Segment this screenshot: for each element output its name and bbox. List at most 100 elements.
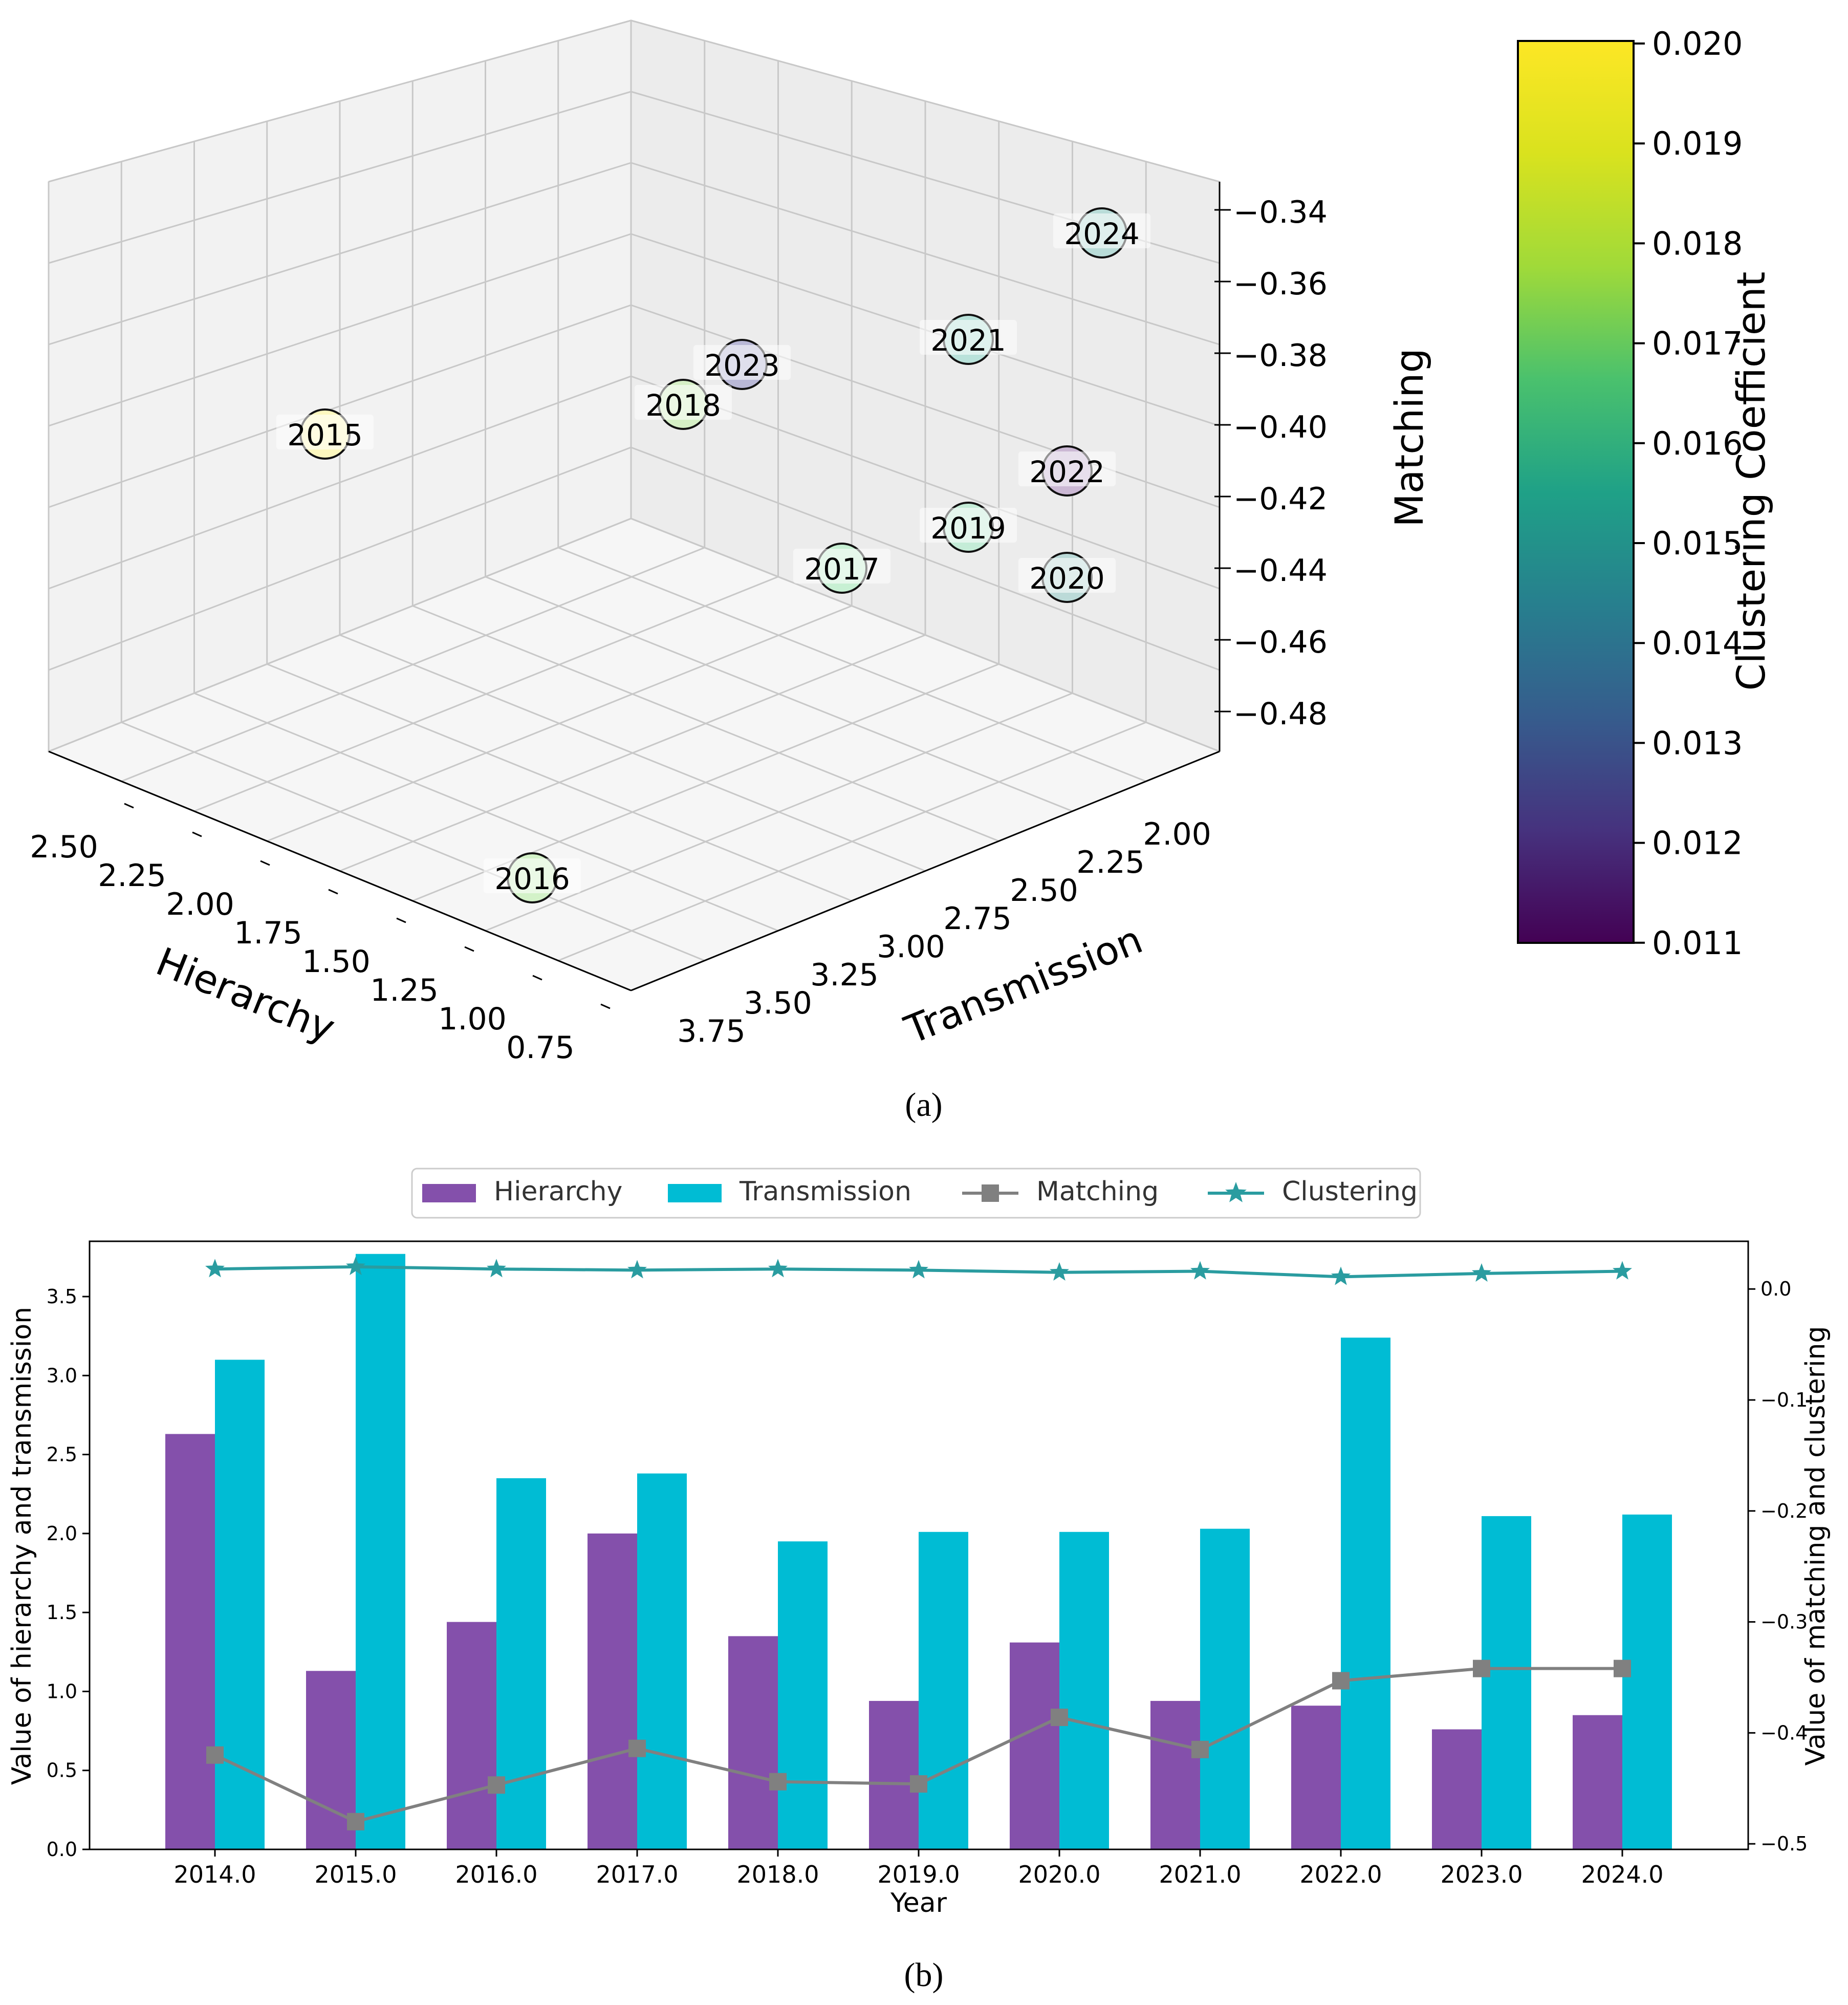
marker-matching [769,1773,787,1791]
right-wall-gridline [631,304,1220,508]
point-label: 2023 [704,348,780,383]
hierarchy-tick-label: 0.75 [506,1030,575,1066]
right-wall-gridline [631,518,1220,752]
matching-tick-label: −0.46 [1233,624,1328,660]
marker-clustering [1613,1261,1632,1280]
bar-hierarchy [1010,1642,1059,1849]
right-wall-gridline [631,446,1220,671]
point-label-box [276,415,374,449]
point-label: 2018 [645,388,721,423]
bar-hierarchy [588,1533,637,1849]
bar-transmission [919,1532,968,1849]
point-label-box [1018,451,1116,486]
panel-b-caption: (b) [904,1956,944,1994]
marker-clustering [1190,1261,1210,1280]
matching-tick-label: −0.44 [1233,553,1328,589]
x-tick-label: 2023.0 [1441,1861,1523,1888]
legend-frame [411,1168,1421,1219]
x-tick-label: 2019.0 [878,1861,960,1888]
hierarchy-ticks: 2.502.252.001.751.501.251.000.75 [30,803,611,1066]
point-label-box [1018,558,1116,593]
floor-gridline [121,721,705,962]
hierarchy-tick-label: 1.25 [370,973,439,1008]
marker-matching [1051,1709,1068,1727]
marker-matching [628,1739,646,1757]
legend-swatch-hierarchy [422,1184,476,1202]
left-tick-label: 3.0 [47,1364,77,1387]
hierarchy-tick-mark [396,917,406,923]
point-label: 2015 [287,418,363,452]
hierarchy-tick-label: 2.25 [98,858,166,894]
marker-matching [206,1746,224,1764]
bar-hierarchy [1150,1700,1200,1849]
right-tick-label: −0.4 [1760,1721,1808,1744]
point-label-box [693,345,791,380]
point-label-box [1053,213,1150,248]
marker-clustering [487,1259,506,1278]
bar-hierarchy [165,1434,215,1849]
hierarchy-tick-mark [260,860,270,866]
bar-transmission [356,1254,405,1849]
bar-transmission [637,1473,687,1849]
left-tick-label: 0.0 [47,1838,77,1861]
colorbar-label: Clustering Coefficient [1728,272,1774,691]
hierarchy-tick-mark [600,1003,611,1009]
hierarchy-tick-label: 1.00 [438,1001,507,1037]
legend-label-matching: Matching [1036,1176,1159,1207]
colorbar-tick-label: 0.020 [1652,25,1743,62]
point-label: 2021 [930,323,1006,358]
marker-matching [1473,1659,1490,1677]
marker-clustering [1050,1262,1069,1281]
floor-gridline [558,721,1146,962]
bar-transmission [1482,1516,1531,1849]
matching-ticks: −0.34 −0.36 −0.38 −0.40 −0.42 −0.44 −0.46 −0.48 [1214,195,1328,732]
point-label-box [635,385,732,420]
matching-tick-label: −0.40 [1233,409,1328,445]
colorbar-tick-label: 0.015 [1652,525,1743,562]
colorbar [1517,40,1635,944]
marker-matching [910,1775,927,1793]
hierarchy-tick-label: 2.50 [30,829,98,865]
colorbar-tick-label: 0.014 [1652,624,1743,662]
left-tick-label: 3.5 [47,1285,77,1308]
matching-tick-label: −0.48 [1233,696,1328,732]
lines [205,1256,1632,1830]
marker-clustering [1331,1266,1351,1285]
hierarchy-tick-mark [192,831,202,837]
hierarchy-tick-label: 1.50 [302,944,371,980]
colorbar-tick-label: 0.019 [1652,125,1743,162]
x-ticks: 2014.0 2015.0 2016.0 2017.0 2018.0 2019.0 2020… [174,1849,1664,1888]
right-tick-label: −0.3 [1760,1611,1808,1633]
hierarchy-tick-label: 1.75 [234,915,302,951]
bar-transmission [1059,1532,1109,1849]
colorbar-tick-label: 0.017 [1652,325,1743,362]
panel-b-combo-chart: Hierarchy Transmission Matching Clusteri… [7,1168,1831,1994]
right-tick-label: −0.1 [1760,1389,1808,1411]
point-label-box [920,508,1017,543]
marker-clustering [205,1259,225,1278]
transmission-tick-label: 3.25 [810,957,879,993]
matching-tick-label: −0.38 [1233,338,1328,374]
marker-matching [488,1776,505,1794]
right-y-ticks: 0.0 −0.1 −0.2 −0.3 −0.4 −0.5 [1748,1278,1808,1855]
bars [165,1254,1672,1849]
marker-clustering [346,1256,365,1275]
hierarchy-tick-mark [328,889,338,895]
transmission-tick-label: 2.25 [1076,845,1145,880]
x-tick-label: 2020.0 [1018,1861,1101,1888]
point-label: 2017 [804,552,880,587]
transmission-axis-line [631,750,1220,991]
left-y-axis-label: Value of hierarchy and transmission [7,1307,37,1785]
left-wall-gridline [48,375,632,590]
colorbar-tick-label: 0.011 [1652,924,1743,962]
right-wall-gridline [631,162,1220,346]
bar-hierarchy [1432,1729,1482,1849]
matching-tick-label: −0.42 [1233,481,1328,517]
matching-axis-label: Matching [1386,348,1432,527]
x-axis-label: Year [890,1888,947,1918]
bar-transmission [778,1541,828,1849]
x-tick-label: 2024.0 [1581,1861,1664,1888]
right-tick-label: 0.0 [1760,1278,1791,1300]
transmission-tick-label: 3.00 [877,929,945,965]
left-wall-gridline [48,304,632,508]
